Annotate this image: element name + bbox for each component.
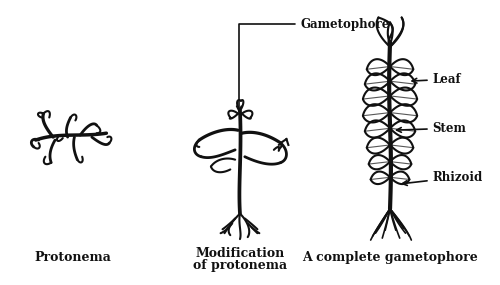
Text: Protonema: Protonema: [34, 251, 111, 264]
Text: Gametophore: Gametophore: [236, 18, 390, 111]
Text: of protonema: of protonema: [193, 259, 287, 272]
Text: Leaf: Leaf: [412, 73, 462, 86]
Text: Stem: Stem: [396, 122, 466, 135]
Text: A complete gametophore: A complete gametophore: [302, 251, 478, 264]
Text: Modification: Modification: [196, 247, 284, 260]
Text: Rhizoid: Rhizoid: [402, 171, 483, 186]
